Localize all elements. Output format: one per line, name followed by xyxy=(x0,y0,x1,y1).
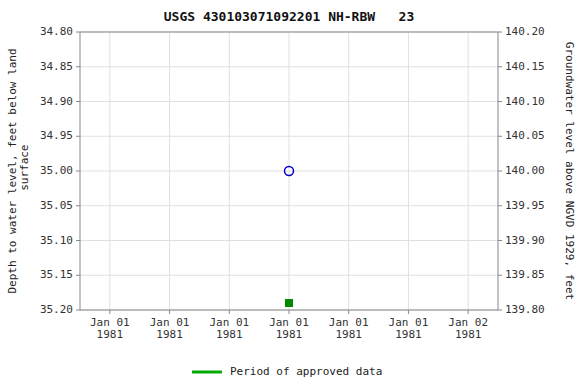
tick-label: 35.00 xyxy=(40,164,73,177)
legend-swatch xyxy=(192,371,222,374)
grid-line xyxy=(289,32,290,310)
text-line: 1981 xyxy=(395,328,422,341)
tick-mark xyxy=(76,275,80,276)
y2-axis: 139.80 139.85 139.90 139.95 140.00 140.05 140.… xyxy=(498,25,545,316)
tick-label: 140.05 xyxy=(505,129,545,142)
tick-label: 35.20 xyxy=(40,303,73,316)
tick-label: 139.95 xyxy=(505,199,545,212)
plot-frame xyxy=(80,32,498,310)
tick-mark xyxy=(76,310,80,311)
grid-line xyxy=(468,32,469,310)
tick-label: 139.90 xyxy=(505,234,545,247)
tick-mark xyxy=(348,310,349,314)
tick-mark xyxy=(498,310,502,311)
tick-label: 35.15 xyxy=(40,268,73,281)
point xyxy=(285,167,294,176)
tick-label: 34.90 xyxy=(40,95,73,108)
text-line: 1981 xyxy=(455,328,482,341)
tick-label: 140.10 xyxy=(505,95,545,108)
tick-label: Jan 011981 xyxy=(389,316,429,341)
tick-label: 140.20 xyxy=(505,25,545,38)
tick-label: Jan 021981 xyxy=(448,316,488,341)
tick-label: Jan 011981 xyxy=(329,316,369,341)
tick-label: 140.15 xyxy=(505,60,545,73)
tick-mark xyxy=(76,101,80,102)
title: USGS 430103071092201 NH-RBW 23 xyxy=(164,9,414,24)
tick-mark xyxy=(229,310,230,314)
tick-mark xyxy=(498,136,502,137)
grid-line xyxy=(109,32,110,310)
tick-label: 34.95 xyxy=(40,129,73,142)
text-line: surface xyxy=(18,145,31,198)
tick-mark xyxy=(498,171,502,172)
legend: Period of approved data xyxy=(192,365,382,378)
tick-label: 34.85 xyxy=(40,60,73,73)
tick-label: 140.00 xyxy=(505,164,545,177)
tick-mark xyxy=(109,310,110,314)
tick-label: Jan 011981 xyxy=(90,316,130,341)
tick-mark xyxy=(498,240,502,241)
text-line: 1981 xyxy=(156,328,183,341)
grid-line xyxy=(348,32,349,310)
tick-label: 139.85 xyxy=(505,268,545,281)
tick-mark xyxy=(76,136,80,137)
text-line: 1981 xyxy=(216,328,243,341)
tick-mark xyxy=(76,32,80,33)
tick-mark xyxy=(498,275,502,276)
tick-label: 34.80 xyxy=(40,25,73,38)
y-axis-label: Depth to water level, feet below land su… xyxy=(6,48,31,293)
grid-line xyxy=(169,32,170,310)
y-axis: 34.80 34.85 34.90 34.95 35.00 35.05 35.10 35.15… xyxy=(40,25,80,316)
text-line: 1981 xyxy=(97,328,124,341)
tick-mark xyxy=(76,66,80,67)
tick-label: 35.05 xyxy=(40,199,73,212)
tick-mark xyxy=(76,205,80,206)
y2-axis-label: Groundwater level above NGVD 1929, feet xyxy=(563,42,576,300)
text-line: 1981 xyxy=(276,328,303,341)
grid-line xyxy=(229,32,230,310)
tick-mark xyxy=(76,240,80,241)
marks xyxy=(285,167,294,307)
chart: 34.80 34.85 34.90 34.95 35.00 35.05 35.10 35.15… xyxy=(0,0,576,384)
tick-mark xyxy=(76,171,80,172)
text-line: 1981 xyxy=(335,328,362,341)
tick-label: 35.10 xyxy=(40,234,73,247)
tick-label: 139.80 xyxy=(505,303,545,316)
tick-mark xyxy=(289,310,290,314)
x-axis: Jan 011981 Jan 011981 Jan 011981 Jan 011981… xyxy=(90,310,488,341)
tick-label: Jan 011981 xyxy=(209,316,249,341)
tick-mark xyxy=(498,66,502,67)
tick-mark xyxy=(408,310,409,314)
point xyxy=(286,300,293,307)
grid-line xyxy=(408,32,409,310)
tick-mark xyxy=(498,101,502,102)
tick-label: Jan 011981 xyxy=(269,316,309,341)
tick-mark xyxy=(468,310,469,314)
tick-label: Jan 011981 xyxy=(150,316,190,341)
legend-label: Period of approved data xyxy=(230,365,382,378)
tick-mark xyxy=(498,205,502,206)
tick-mark xyxy=(169,310,170,314)
tick-mark xyxy=(498,32,502,33)
grid xyxy=(80,32,498,310)
